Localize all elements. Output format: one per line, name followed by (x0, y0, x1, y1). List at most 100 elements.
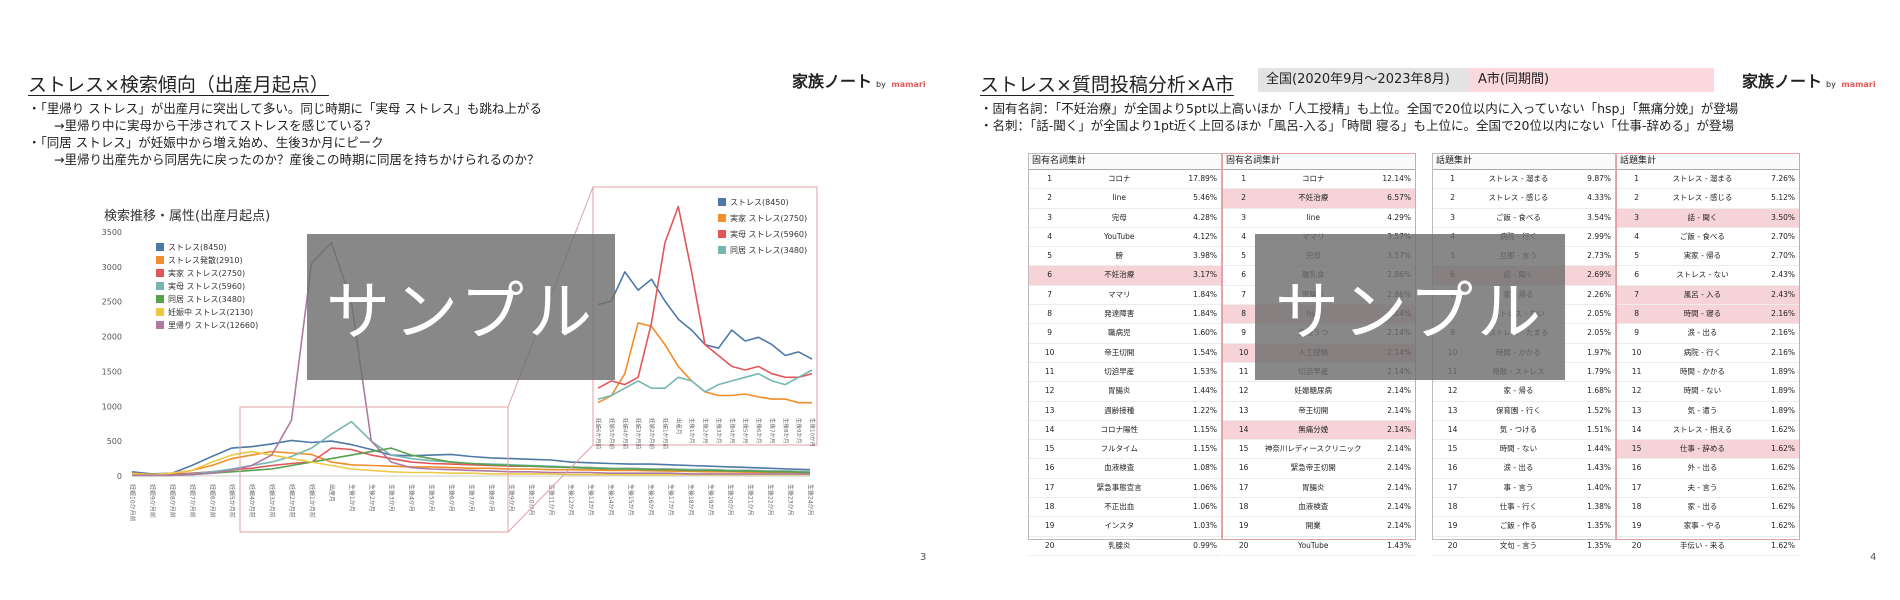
rank-cell: 9 (1634, 328, 1639, 338)
table-header: 話題集計 (1433, 154, 1615, 170)
word-cell: 涙 - 出る (1687, 328, 1718, 338)
percent-cell: 1.54% (1193, 347, 1217, 357)
word-cell: ストレス - ない (1676, 270, 1729, 280)
bullet-item: ・「里帰り ストレス」が出産月に突出して多い。同じ時期に「実母 ストレス」も跳ね… (28, 101, 542, 116)
percent-cell: 1.22% (1193, 405, 1217, 415)
rank-cell: 19 (1238, 521, 1249, 531)
rank-cell: 18 (1447, 502, 1458, 512)
rank-cell: 12 (1447, 386, 1458, 396)
y-tick-label: 2500 (102, 298, 122, 307)
x-tick-label: 生後19か月 (707, 484, 715, 516)
legend-swatch (718, 230, 726, 238)
table-row: 5 実家 - 帰る 2.70% (1617, 247, 1799, 267)
x-tick-label: 生後24か月 (807, 484, 815, 516)
table-row: 12 時間 - ない 1.89% (1617, 382, 1799, 402)
y-tick-label: 1500 (102, 367, 122, 376)
rank-cell: 13 (1447, 405, 1458, 415)
x-tick-label: 妊娠6か月前 (208, 484, 216, 518)
percent-cell: 17.89% (1188, 174, 1217, 183)
rank-cell: 12 (1238, 386, 1249, 396)
percent-cell: 1.06% (1193, 502, 1217, 512)
rank-cell: 14 (1447, 424, 1458, 434)
slide-title: ストレス×質問投稿分析×A市 (980, 74, 1234, 96)
rank-cell: 7 (1241, 289, 1247, 299)
table-row: 12 胃腸炎 1.44% (1029, 382, 1221, 402)
percent-cell: 2.14% (1387, 424, 1411, 434)
rank-cell: 20 (1238, 540, 1249, 550)
rank-cell: 13 (1238, 405, 1249, 415)
percent-cell: 2.14% (1387, 386, 1411, 396)
rank-cell: 6 (1241, 270, 1247, 280)
rank-cell: 2 (1241, 193, 1247, 203)
rank-cell: 15 (1238, 444, 1249, 454)
x-tick-label: 生後7か月 (468, 484, 476, 512)
percent-cell: 2.16% (1771, 309, 1795, 319)
percent-cell: 2.16% (1771, 347, 1795, 357)
percent-cell: 1.89% (1771, 386, 1795, 396)
table-row: 1 コロナ 17.89% (1029, 170, 1221, 190)
rank-cell: 14 (1238, 424, 1249, 434)
rank-cell: 19 (1447, 521, 1458, 531)
table-row: 16 外 - 出る 1.62% (1617, 459, 1799, 479)
percent-cell: 5.46% (1193, 193, 1217, 203)
percent-cell: 1.84% (1193, 289, 1217, 299)
table-row: 7 ママリ 1.84% (1029, 286, 1221, 306)
x-tick-label: 生後2か月 (702, 418, 710, 444)
rank-cell: 14 (1044, 424, 1055, 434)
percent-cell: 1.53% (1193, 366, 1217, 376)
word-cell: 時間 - ない (1683, 386, 1722, 396)
x-tick-label: 生後22か月 (767, 484, 775, 516)
x-tick-label: 妊娠7か月前 (188, 484, 196, 518)
rank-cell: 16 (1447, 463, 1458, 473)
table-header: 固有名詞集計 (1223, 154, 1415, 170)
percent-cell: 1.03% (1193, 521, 1217, 531)
table-header: 話題集計 (1617, 154, 1799, 170)
brand-by: by (1826, 80, 1836, 89)
word-cell: 手伝い - 来る (1679, 540, 1725, 550)
word-cell: 風呂 - 入る (1683, 289, 1722, 299)
sample-watermark: サンプル (1255, 234, 1565, 380)
series-line-0 (131, 439, 811, 475)
table-row: 13 帝王切開 2.14% (1223, 402, 1415, 421)
word-cell: 緊急事態宣言 (1096, 482, 1142, 492)
rank-cell: 5 (1241, 251, 1247, 261)
percent-cell: 12.14% (1382, 174, 1411, 183)
legend-entry: 同居 ストレス(3480) (730, 246, 807, 255)
rank-cell: 10 (1238, 347, 1249, 357)
mamari-logo: mamari (891, 80, 926, 89)
percent-cell: 1.15% (1193, 424, 1217, 434)
rank-cell: 8 (1241, 309, 1247, 319)
legend-entry: 同居 ストレス(3480) (168, 295, 245, 304)
x-tick-label: 生後21か月 (747, 484, 755, 516)
x-tick-label: 生後10か月 (809, 418, 817, 447)
x-tick-label: 生後6か月 (448, 484, 456, 512)
word-cell: 事 - 言う (1503, 482, 1534, 492)
word-cell: ストレス - 抱える (1672, 424, 1733, 434)
slide-title: ストレス×検索傾向（出産月起点） (28, 74, 329, 96)
x-tick-label: 生後4か月 (728, 418, 736, 444)
x-tick-label: 妊娠5か月前 (608, 418, 616, 449)
word-cell: 職病児 (1107, 328, 1131, 338)
percent-cell: 2.43% (1771, 289, 1795, 299)
table-row: 17 胃腸炎 2.14% (1223, 479, 1415, 499)
rank-cell: 13 (1044, 405, 1055, 415)
table-row: 18 不正出血 1.06% (1029, 498, 1221, 518)
percent-cell: 2.14% (1387, 521, 1411, 531)
rank-cell: 14 (1631, 424, 1642, 434)
table-row: 3 ご飯 - 食べる 3.54% (1433, 209, 1615, 228)
percent-cell: 2.70% (1771, 231, 1795, 241)
rank-cell: 12 (1044, 386, 1055, 396)
rank-cell: 11 (1631, 366, 1642, 376)
word-cell: 血液検査 (1104, 463, 1135, 473)
percent-cell: 1.44% (1193, 386, 1217, 396)
percent-cell: 2.69% (1587, 270, 1611, 280)
percent-cell: 2.14% (1387, 502, 1411, 512)
word-cell: 時間 - 寝る (1683, 309, 1722, 319)
rank-cell: 3 (1634, 212, 1639, 222)
table-row: 3 話 - 聞く 3.50% (1617, 208, 1799, 228)
word-cell: line (1306, 212, 1321, 222)
x-tick-label: 妊娠1か月前 (308, 484, 316, 518)
x-tick-label: 妊娠4か月前 (248, 484, 256, 518)
rank-cell: 9 (1241, 328, 1247, 338)
percent-cell: 2.99% (1587, 231, 1611, 241)
